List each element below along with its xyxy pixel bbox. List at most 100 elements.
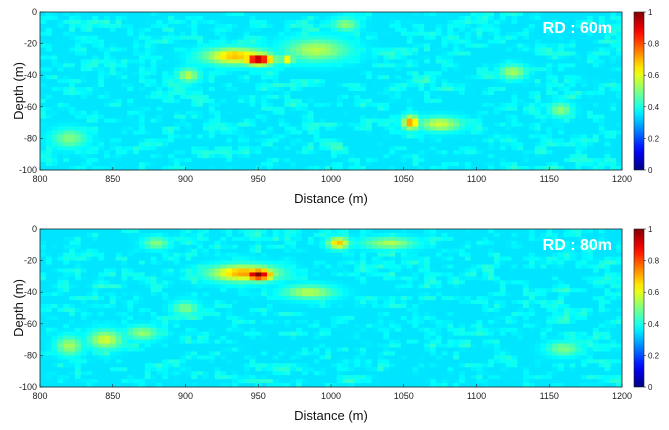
heatmap-cell	[447, 229, 453, 233]
heatmap-cell	[284, 233, 290, 237]
heatmap-cell	[360, 245, 366, 249]
heatmap-cell	[616, 55, 622, 59]
heatmap-cell	[209, 150, 215, 154]
heatmap-cell	[302, 95, 308, 99]
heatmap-cell	[290, 111, 296, 115]
heatmap-cell	[116, 99, 122, 103]
heatmap-cell	[517, 119, 523, 123]
heatmap-cell	[191, 111, 197, 115]
heatmap-cell	[442, 158, 448, 162]
heatmap-cell	[46, 253, 52, 257]
heatmap-cell	[133, 111, 139, 115]
heatmap-cell	[424, 16, 430, 20]
heatmap-cell	[203, 111, 209, 115]
heatmap-cell	[488, 233, 494, 237]
heatmap-cell	[354, 111, 360, 115]
heatmap-cell	[482, 241, 488, 245]
heatmap-cell	[418, 229, 424, 233]
heatmap-cell	[284, 91, 290, 95]
heatmap-cell	[232, 63, 238, 67]
heatmap-cell	[593, 91, 599, 95]
heatmap-cell	[52, 265, 58, 269]
heatmap-cell	[250, 75, 256, 79]
heatmap-cell	[273, 87, 279, 91]
heatmap-cell	[558, 79, 564, 83]
heatmap-cell	[52, 83, 58, 87]
heatmap-cell	[250, 142, 256, 146]
heatmap-cell	[87, 83, 93, 87]
heatmap-cell	[46, 99, 52, 103]
heatmap-cell	[407, 123, 413, 127]
heatmap-cell	[174, 48, 180, 52]
heatmap-cell	[459, 241, 465, 245]
heatmap-cell	[511, 261, 517, 265]
heatmap-cell	[302, 115, 308, 119]
heatmap-cell	[482, 36, 488, 40]
heatmap-cell	[506, 253, 512, 257]
heatmap-cell	[447, 87, 453, 91]
heatmap-cell	[337, 261, 343, 265]
heatmap-cell	[319, 131, 325, 135]
heatmap-cell	[81, 48, 87, 52]
heatmap-cell	[284, 241, 290, 245]
heatmap-cell	[273, 249, 279, 253]
heatmap-cell	[430, 241, 436, 245]
heatmap-cell	[75, 265, 81, 269]
heatmap-cell	[162, 24, 168, 28]
heatmap-cell	[418, 87, 424, 91]
heatmap-cell	[133, 59, 139, 63]
heatmap-cell	[92, 111, 98, 115]
heatmap-cell	[325, 44, 331, 48]
heatmap-cell	[168, 99, 174, 103]
heatmap-cell	[471, 138, 477, 142]
heatmap-cell	[506, 44, 512, 48]
heatmap-cell	[238, 150, 244, 154]
heatmap-cell	[378, 154, 384, 158]
heatmap-cell	[98, 237, 104, 241]
heatmap-cell	[325, 261, 331, 265]
heatmap-cell	[430, 32, 436, 36]
heatmap-cell	[197, 63, 203, 67]
heatmap-cell	[616, 75, 622, 79]
heatmap-cell	[541, 83, 547, 87]
heatmap-cell	[436, 75, 442, 79]
heatmap-cell	[453, 55, 459, 59]
heatmap-cell	[145, 127, 151, 131]
heatmap-cell	[430, 16, 436, 20]
heatmap-cell	[459, 24, 465, 28]
heatmap-cell	[203, 127, 209, 131]
heatmap-cell	[442, 146, 448, 150]
heatmap-cell	[121, 115, 127, 119]
heatmap-cell	[197, 265, 203, 269]
heatmap-cell	[284, 103, 290, 107]
heatmap-cell	[616, 245, 622, 249]
heatmap-cell	[372, 229, 378, 233]
heatmap-cell	[87, 24, 93, 28]
heatmap-cell	[52, 91, 58, 95]
heatmap-cell	[87, 127, 93, 131]
heatmap-cell	[319, 48, 325, 52]
heatmap-cell	[238, 127, 244, 131]
heatmap-cell	[348, 28, 354, 32]
heatmap-cell	[46, 83, 52, 87]
heatmap-cell	[319, 79, 325, 83]
heatmap-cell	[314, 119, 320, 123]
heatmap-cell	[296, 131, 302, 135]
heatmap-cell	[46, 52, 52, 56]
heatmap-cell	[121, 36, 127, 40]
heatmap-cell	[296, 87, 302, 91]
heatmap-cell	[343, 107, 349, 111]
heatmap-cell	[488, 111, 494, 115]
heatmap-cell	[40, 241, 46, 245]
heatmap-cell	[273, 32, 279, 36]
heatmap-cell	[52, 162, 58, 166]
heatmap-cell	[186, 103, 192, 107]
heatmap-cell	[279, 154, 285, 158]
heatmap-cell	[378, 79, 384, 83]
heatmap-cell	[75, 115, 81, 119]
heatmap-cell	[430, 245, 436, 249]
heatmap-cell	[40, 111, 46, 115]
heatmap-cell	[308, 103, 314, 107]
heatmap-cell	[360, 36, 366, 40]
heatmap-cell	[127, 91, 133, 95]
